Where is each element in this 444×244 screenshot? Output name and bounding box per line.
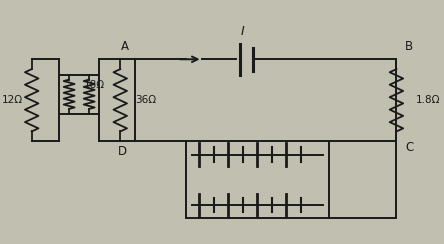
Text: 1.8Ω: 1.8Ω: [416, 95, 440, 105]
Text: 18Ω: 18Ω: [84, 80, 105, 90]
Text: 36Ω: 36Ω: [135, 95, 156, 105]
Text: D: D: [118, 144, 127, 158]
Text: A: A: [120, 40, 128, 53]
Text: 12Ω: 12Ω: [2, 95, 23, 105]
Text: I: I: [241, 25, 244, 38]
Text: C: C: [405, 141, 413, 154]
Text: B: B: [405, 40, 413, 53]
